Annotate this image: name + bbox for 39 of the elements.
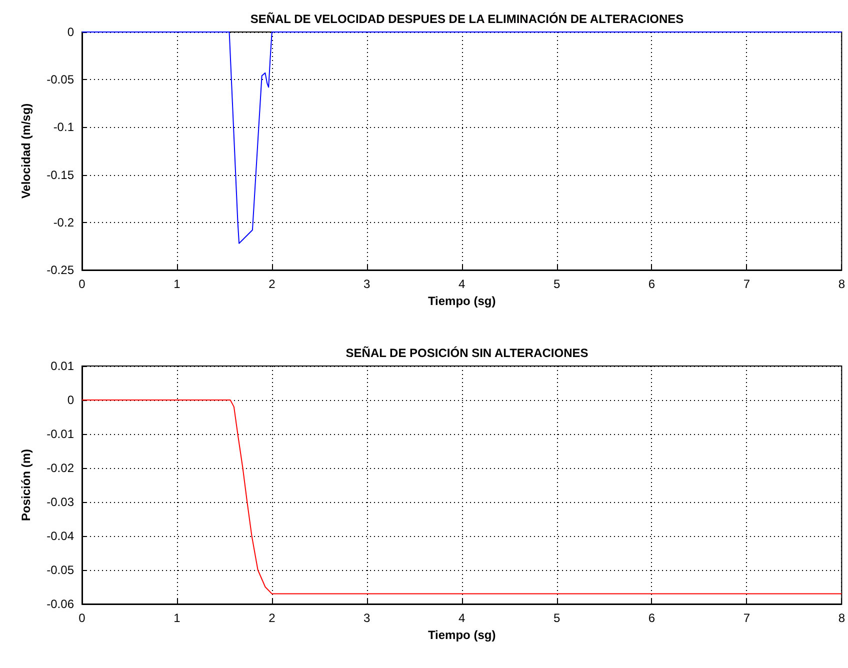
- y-tick-label: -0.06: [46, 597, 74, 611]
- x-tick-label: 3: [364, 277, 371, 291]
- x-tick-label: 0: [78, 611, 86, 625]
- x-tick-label: 4: [458, 611, 466, 625]
- x-axis-title: Tiempo (sg): [428, 628, 496, 642]
- y-tick-label: 0: [67, 393, 74, 407]
- y-tick-label: -0.05: [46, 563, 74, 577]
- x-tick-label: 5: [553, 277, 560, 291]
- y-tick-label: -0.05: [46, 72, 74, 87]
- x-tick-label: 3: [364, 611, 371, 625]
- y-axis-title: Velocidad (m/sg): [19, 103, 33, 199]
- x-tick-label: 7: [743, 611, 750, 625]
- y-tick-label: -0.03: [46, 495, 74, 509]
- y-tick-label: -0.04: [46, 529, 74, 543]
- y-tick-label: -0.2: [53, 215, 74, 230]
- x-tick-label: 4: [458, 277, 466, 291]
- y-tick-label: -0.25: [46, 263, 74, 277]
- chart-title: SEÑAL DE POSICIÓN SIN ALTERACIONES: [346, 346, 588, 360]
- x-tick-label: 6: [648, 277, 656, 291]
- x-tick-label: 1: [174, 611, 181, 625]
- x-tick-label: 7: [743, 277, 750, 291]
- y-tick-label: -0.02: [46, 461, 74, 475]
- x-tick-label: 6: [648, 611, 656, 625]
- y-axis-title: Posición (m): [19, 448, 33, 522]
- x-tick-label: 2: [268, 611, 276, 625]
- y-tick-label: -0.01: [46, 427, 74, 441]
- x-tick-label: 0: [78, 277, 86, 291]
- chart-title: SEÑAL DE VELOCIDAD DESPUES DE LA ELIMINACIÓN DE ALTERACIONES: [250, 12, 684, 26]
- x-tick-label: 2: [268, 277, 276, 291]
- x-tick-label: 5: [553, 611, 560, 625]
- y-tick-label: -0.1: [53, 120, 74, 134]
- y-tick-label: 0: [67, 25, 74, 39]
- y-tick-label: 0.01: [50, 359, 74, 373]
- x-axis-title: Tiempo (sg): [428, 294, 496, 308]
- line-series: [82, 400, 842, 594]
- x-tick-label: 8: [838, 277, 846, 291]
- y-tick-label: -0.15: [46, 168, 74, 182]
- x-tick-label: 1: [174, 277, 181, 291]
- x-tick-label: 8: [838, 611, 846, 625]
